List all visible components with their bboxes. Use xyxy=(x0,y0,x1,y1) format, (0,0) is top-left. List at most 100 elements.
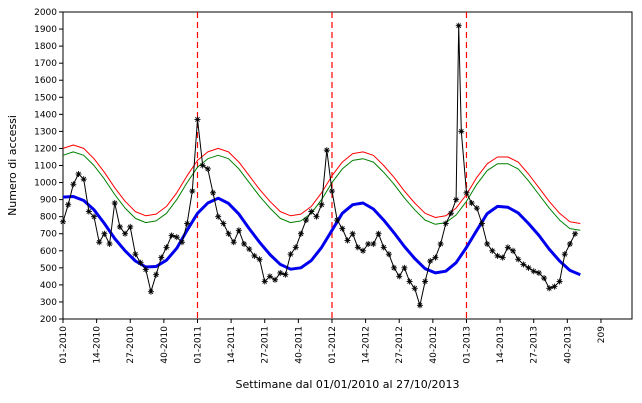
observed-point xyxy=(96,239,103,246)
y-tick-label: 1200 xyxy=(34,144,57,154)
observed-point xyxy=(122,230,129,237)
observed-point xyxy=(235,227,242,234)
observed-point xyxy=(484,240,491,247)
x-tick-label: 01-2011 xyxy=(193,326,203,364)
observed-point xyxy=(173,234,180,241)
observed-point xyxy=(297,230,304,237)
observed-point xyxy=(437,240,444,247)
observed-point xyxy=(137,259,144,266)
observed-point xyxy=(334,217,341,224)
observed-point xyxy=(204,165,211,172)
observed-point xyxy=(277,269,284,276)
observed-point xyxy=(225,230,232,237)
observed-point xyxy=(339,225,346,232)
threshold-1-series-line xyxy=(62,151,581,231)
observed-point xyxy=(360,247,367,254)
observed-point xyxy=(416,302,423,309)
y-tick-label: 800 xyxy=(40,213,57,223)
observed-point xyxy=(101,230,108,237)
observed-point xyxy=(406,278,413,285)
observed-point xyxy=(65,201,72,208)
y-tick-label: 1300 xyxy=(34,127,57,137)
y-tick-label: 1600 xyxy=(34,76,57,86)
observed-point xyxy=(163,244,170,251)
observed-point xyxy=(153,271,160,278)
observed-point xyxy=(158,254,165,261)
observed-point xyxy=(256,256,263,263)
x-tick-label: 14-2011 xyxy=(227,326,237,364)
y-tick-label: 1900 xyxy=(34,25,57,35)
y-tick-label: 200 xyxy=(40,315,57,325)
observed-point xyxy=(178,239,185,246)
observed-point xyxy=(427,258,434,265)
observed-point xyxy=(442,220,449,227)
observed-point xyxy=(230,239,237,246)
observed-point xyxy=(246,246,253,253)
observed-point xyxy=(70,181,77,188)
x-tick-label: 40-2013 xyxy=(563,326,573,364)
observed-point xyxy=(396,273,403,280)
y-tick-label: 600 xyxy=(40,247,57,257)
y-tick-label: 900 xyxy=(40,196,57,206)
observed-point xyxy=(282,271,289,278)
y-tick-label: 1800 xyxy=(34,42,57,52)
x-tick-label: 209 xyxy=(597,326,607,343)
observed-point xyxy=(287,251,294,258)
x-tick-label: 14-2012 xyxy=(362,326,372,364)
observed-point xyxy=(132,251,139,258)
baseline-series-line xyxy=(62,195,581,277)
observed-point xyxy=(515,256,522,263)
x-tick-label: 14-2010 xyxy=(93,326,103,364)
y-tick-label: 2000 xyxy=(34,8,57,18)
observed-point xyxy=(199,162,206,169)
observed-point xyxy=(292,244,299,251)
observed-point xyxy=(344,237,351,244)
observed-point xyxy=(91,213,98,220)
observed-point xyxy=(494,252,501,259)
x-tick-label: 27-2011 xyxy=(261,326,271,364)
x-tick-label: 14-2013 xyxy=(496,326,506,364)
observed-point xyxy=(189,188,196,195)
x-tick-label: 40-2010 xyxy=(160,326,170,364)
observed-point xyxy=(561,251,568,258)
observed-point xyxy=(504,244,511,251)
observed-point xyxy=(453,196,460,203)
x-axis-title: Settimane dal 01/01/2010 al 27/10/2013 xyxy=(236,378,460,391)
observed-point xyxy=(365,240,372,247)
x-tick-label: 27-2010 xyxy=(126,326,136,364)
observed-point xyxy=(422,278,429,285)
observed-point xyxy=(215,213,222,220)
observed-point xyxy=(535,269,542,276)
observed-point xyxy=(323,147,330,154)
observed-point xyxy=(75,171,82,178)
y-axis-title: Numero di accessi xyxy=(6,115,19,216)
observed-point xyxy=(447,210,454,217)
observed-point xyxy=(411,285,418,292)
observed-point xyxy=(478,220,485,227)
observed-point xyxy=(370,240,377,247)
observed-point xyxy=(266,273,273,280)
observed-point xyxy=(127,223,134,230)
observed-point xyxy=(194,116,201,123)
observed-point xyxy=(328,188,335,195)
y-tick-label: 1700 xyxy=(34,59,57,69)
observed-point xyxy=(473,205,480,212)
observed-point xyxy=(546,285,553,292)
x-tick-label: 01-2013 xyxy=(462,326,472,364)
observed-point xyxy=(272,276,279,283)
observed-point xyxy=(303,217,310,224)
observed-point xyxy=(318,201,325,208)
observed-point xyxy=(184,220,191,227)
observed-point xyxy=(520,261,527,268)
observed-point xyxy=(313,213,320,220)
y-tick-label: 400 xyxy=(40,281,57,291)
y-tick-label: 500 xyxy=(40,264,57,274)
observed-point xyxy=(380,244,387,251)
x-tick-label: 40-2011 xyxy=(294,326,304,364)
observed-point xyxy=(251,252,258,259)
observed-point xyxy=(210,189,217,196)
observed-point xyxy=(261,278,268,285)
observed-point xyxy=(241,240,248,247)
